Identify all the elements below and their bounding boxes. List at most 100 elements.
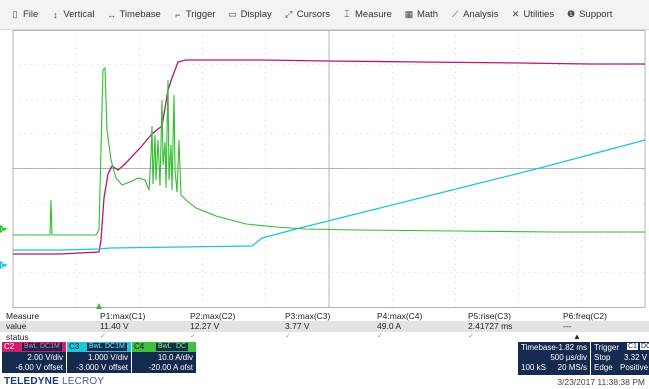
trigger-label: Trigger <box>594 343 620 352</box>
measure-p3-status-icon: ✓ <box>285 333 291 340</box>
channel-c4-offset: -20.00 A ofst <box>148 363 193 372</box>
menu-utilities[interactable]: ✕ Utilities <box>504 5 560 25</box>
file-icon: ▯ <box>12 9 18 19</box>
measure-icon: ⌶ <box>344 9 350 19</box>
menu-support[interactable]: ❶ Support <box>560 5 618 25</box>
menu-timebase[interactable]: ↔ Timebase <box>100 5 166 25</box>
channel-c3-vdiv: 1.000 V/div <box>87 353 128 362</box>
measure-p4-value: 49.0 A <box>377 321 402 331</box>
timebase-delay: -1.82 ms <box>555 343 587 352</box>
channel-c4-bw-tag: BwL <box>156 343 174 351</box>
c3-ground-marker[interactable]: C3 <box>0 261 9 270</box>
channel-c3-descriptor[interactable]: C3 BwL DC1M 1.000 V/div -3.000 V offset <box>67 342 131 373</box>
acquisition-datetime: 3/23/2017 11:38:38 PM <box>557 377 645 387</box>
measure-p1-status-icon: ✓ <box>100 333 106 340</box>
display-icon: ▭ <box>228 9 237 19</box>
trigger-level: 3.32 V <box>624 353 648 362</box>
trigger-icon: ⌐ <box>175 9 181 20</box>
channel-c2-descriptor[interactable]: C2 BwL DC1M 2.00 V/div -6.00 V offset <box>2 342 66 373</box>
channel-c3-bw-tag: BwL <box>87 343 105 351</box>
measure-p2-status-icon: ✓ <box>190 333 196 340</box>
channel-c3-offset: -3.000 V offset <box>76 363 128 372</box>
utilities-icon: ✕ <box>511 9 520 19</box>
math-icon: ▦ <box>404 9 414 19</box>
trigger-coupling: DC <box>640 343 649 350</box>
menu-file[interactable]: ▯ File <box>4 5 44 25</box>
menu-support-label: Support <box>579 9 613 20</box>
channel-c4-vdiv: 10.0 A/div <box>157 353 193 362</box>
menu-timebase-label: Timebase <box>119 9 161 20</box>
channel-c2-id: C2 <box>4 342 15 351</box>
timebase-tdiv: 500 µs/div <box>550 353 587 362</box>
menu-cursors[interactable]: ⤢ Cursors <box>278 5 336 25</box>
menu-cursors-label: Cursors <box>296 9 330 20</box>
menu-vertical[interactable]: ↕ Vertical <box>44 5 100 25</box>
measure-p6-status-icon: ▲ <box>573 332 581 341</box>
trigger-position-marker[interactable] <box>96 303 102 309</box>
measure-row-label: Measure <box>6 311 40 321</box>
menu-math[interactable]: ▦ Math <box>398 5 444 25</box>
measure-p2-value: 12.27 V <box>190 321 220 331</box>
trigger-descriptor[interactable]: Trigger C1 DC Stop 3.32 V Edge Positive <box>591 342 649 375</box>
channel-c2-header: C2 BwL DC1M <box>2 342 66 352</box>
channel-c4-coupling-tag: DC <box>174 343 189 351</box>
menu-trigger[interactable]: ⌐ Trigger <box>167 5 222 25</box>
timebase-icon: ↔ <box>106 9 116 20</box>
measure-table: Measure P1:max(C1) P2:max(C2) P3:max(C3)… <box>0 309 649 342</box>
menu-utilities-label: Utilities <box>523 9 555 20</box>
status-footer: TELEDYNE LECROY 3/23/2017 11:38:38 PM <box>0 375 649 389</box>
measure-p1-value: 11.40 V <box>100 321 129 331</box>
c4-marker-label: C4 <box>1 228 9 234</box>
brand-bold: TELEDYNE <box>4 376 59 387</box>
measure-p2-name[interactable]: P2:max(C2) <box>190 311 236 321</box>
timebase-rate: 20 MS/s <box>557 363 587 372</box>
measure-header-row: Measure P1:max(C1) P2:max(C2) P3:max(C3)… <box>0 311 649 321</box>
menu-math-label: Math <box>416 9 439 20</box>
menu-measure[interactable]: ⌶ Measure <box>336 5 398 25</box>
menu-vertical-label: Vertical <box>63 9 95 20</box>
measure-value-label: value <box>6 321 27 331</box>
measure-p3-name[interactable]: P3:max(C3) <box>285 311 331 321</box>
measure-p6-name[interactable]: P6:freq(C2) <box>563 311 607 321</box>
measure-p4-status-icon: ✓ <box>377 333 383 340</box>
support-icon: ❶ <box>567 9 576 19</box>
brand-light: LECROY <box>61 376 105 387</box>
channel-c2-offset: -6.00 V offset <box>15 363 63 372</box>
trigger-slope: Positive <box>620 363 649 372</box>
measure-status-row: status ✓ ✓ ✓ ✓ ✓ ▲ <box>0 332 649 342</box>
c4-ground-marker[interactable]: C4 <box>0 225 9 234</box>
measure-p3-value: 3.77 V <box>285 321 310 331</box>
menu-analysis[interactable]: ⟋ Analysis <box>444 5 504 25</box>
channel-c3-coupling-tag: DC1M <box>103 343 127 351</box>
menu-measure-label: Measure <box>355 9 392 20</box>
channel-c3-header: C3 BwL DC1M <box>67 342 131 352</box>
menu-bar: ▯ File ↕ Vertical ↔ Timebase ⌐ Trigger ▭ Disp… <box>0 0 649 30</box>
trigger-source: C1 <box>627 343 638 350</box>
brand-logo: TELEDYNE LECROY <box>4 376 104 387</box>
channel-c4-header: C4 BwL DC <box>132 342 196 352</box>
measure-status-label: status <box>6 332 29 342</box>
measure-p1-name[interactable]: P1:max(C1) <box>100 311 146 321</box>
waveform-display[interactable]: C4 C3 <box>0 30 649 309</box>
menu-file-label: File <box>23 9 39 20</box>
channel-c4-descriptor[interactable]: C4 BwL DC 10.0 A/div -20.00 A ofst <box>132 342 196 373</box>
channel-c3-id: C3 <box>69 342 80 351</box>
measure-p5-status-icon: ✓ <box>468 333 474 340</box>
menu-analysis-label: Analysis <box>463 9 499 20</box>
channel-c2-coupling-tag: DC1M <box>38 343 62 351</box>
measure-p6-value: --- <box>563 321 572 331</box>
menu-display[interactable]: ▭ Display <box>222 5 278 25</box>
graticule-svg: C4 C3 <box>0 30 646 309</box>
cursors-icon: ⤢ <box>285 9 293 19</box>
timebase-label: Timebase <box>521 343 556 352</box>
trigger-type: Edge <box>594 363 613 372</box>
timebase-descriptor[interactable]: Timebase -1.82 ms 500 µs/div 100 kS 20 M… <box>518 342 590 375</box>
analysis-icon: ⟋ <box>451 9 459 19</box>
graticule-grid <box>12 30 646 308</box>
measure-p4-name[interactable]: P4:max(C4) <box>377 311 423 321</box>
channel-c2-vdiv: 2.00 V/div <box>27 353 63 362</box>
measure-p5-value: 2.41727 ms <box>468 321 513 331</box>
menu-display-label: Display <box>240 9 272 20</box>
vertical-icon: ↕ <box>53 9 58 20</box>
measure-p5-name[interactable]: P5:rise(C3) <box>468 311 511 321</box>
